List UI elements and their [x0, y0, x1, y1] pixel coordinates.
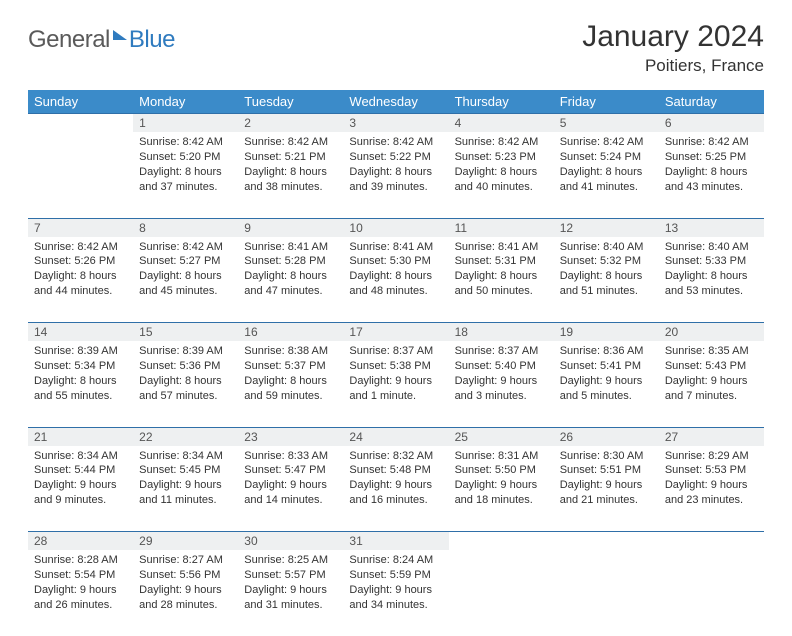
day-content-cell: Sunrise: 8:33 AM Sunset: 5:47 PM Dayligh… [238, 446, 343, 532]
day-content-row: Sunrise: 8:42 AM Sunset: 5:20 PM Dayligh… [28, 132, 764, 218]
day-number-cell: 3 [343, 114, 448, 133]
day-content-cell: Sunrise: 8:28 AM Sunset: 5:54 PM Dayligh… [28, 550, 133, 636]
day-content-cell: Sunrise: 8:42 AM Sunset: 5:21 PM Dayligh… [238, 132, 343, 218]
day-number-cell: 27 [659, 427, 764, 446]
day-content-cell: Sunrise: 8:42 AM Sunset: 5:23 PM Dayligh… [449, 132, 554, 218]
day-header: Wednesday [343, 90, 448, 114]
day-content-cell: Sunrise: 8:37 AM Sunset: 5:40 PM Dayligh… [449, 341, 554, 427]
day-content-cell [28, 132, 133, 218]
day-number-cell [28, 114, 133, 133]
day-number-cell: 20 [659, 323, 764, 342]
day-number-cell: 18 [449, 323, 554, 342]
day-header-row: Sunday Monday Tuesday Wednesday Thursday… [28, 90, 764, 114]
day-header: Saturday [659, 90, 764, 114]
day-content-cell: Sunrise: 8:35 AM Sunset: 5:43 PM Dayligh… [659, 341, 764, 427]
location: Poitiers, France [582, 56, 764, 76]
day-number-cell [554, 532, 659, 551]
day-number-cell: 21 [28, 427, 133, 446]
day-content-cell: Sunrise: 8:41 AM Sunset: 5:28 PM Dayligh… [238, 237, 343, 323]
day-number-cell: 12 [554, 218, 659, 237]
day-content-cell: Sunrise: 8:40 AM Sunset: 5:32 PM Dayligh… [554, 237, 659, 323]
day-content-cell: Sunrise: 8:42 AM Sunset: 5:25 PM Dayligh… [659, 132, 764, 218]
day-content-cell: Sunrise: 8:42 AM Sunset: 5:27 PM Dayligh… [133, 237, 238, 323]
day-number-cell: 8 [133, 218, 238, 237]
day-number-cell [449, 532, 554, 551]
day-content-cell [449, 550, 554, 636]
day-content-cell: Sunrise: 8:32 AM Sunset: 5:48 PM Dayligh… [343, 446, 448, 532]
day-number-cell: 16 [238, 323, 343, 342]
day-number-cell: 25 [449, 427, 554, 446]
day-number-cell: 26 [554, 427, 659, 446]
day-number-row: 14151617181920 [28, 323, 764, 342]
day-content-row: Sunrise: 8:28 AM Sunset: 5:54 PM Dayligh… [28, 550, 764, 636]
day-number-cell: 1 [133, 114, 238, 133]
title-block: January 2024 Poitiers, France [582, 20, 764, 76]
day-content-cell: Sunrise: 8:39 AM Sunset: 5:34 PM Dayligh… [28, 341, 133, 427]
day-content-cell: Sunrise: 8:41 AM Sunset: 5:30 PM Dayligh… [343, 237, 448, 323]
day-number-cell [659, 532, 764, 551]
day-content-cell [659, 550, 764, 636]
day-content-cell: Sunrise: 8:42 AM Sunset: 5:26 PM Dayligh… [28, 237, 133, 323]
day-number-row: 28293031 [28, 532, 764, 551]
day-content-cell: Sunrise: 8:30 AM Sunset: 5:51 PM Dayligh… [554, 446, 659, 532]
day-content-row: Sunrise: 8:42 AM Sunset: 5:26 PM Dayligh… [28, 237, 764, 323]
day-number-row: 123456 [28, 114, 764, 133]
day-content-row: Sunrise: 8:39 AM Sunset: 5:34 PM Dayligh… [28, 341, 764, 427]
day-number-cell: 2 [238, 114, 343, 133]
day-number-cell: 4 [449, 114, 554, 133]
day-number-cell: 10 [343, 218, 448, 237]
logo: General Blue [28, 20, 175, 54]
logo-text-blue: Blue [129, 26, 175, 54]
day-number-cell: 31 [343, 532, 448, 551]
calendar-body: 123456Sunrise: 8:42 AM Sunset: 5:20 PM D… [28, 114, 764, 636]
day-number-cell: 11 [449, 218, 554, 237]
day-content-cell: Sunrise: 8:40 AM Sunset: 5:33 PM Dayligh… [659, 237, 764, 323]
day-content-cell: Sunrise: 8:29 AM Sunset: 5:53 PM Dayligh… [659, 446, 764, 532]
day-content-cell: Sunrise: 8:34 AM Sunset: 5:44 PM Dayligh… [28, 446, 133, 532]
day-content-cell: Sunrise: 8:24 AM Sunset: 5:59 PM Dayligh… [343, 550, 448, 636]
day-number-cell: 17 [343, 323, 448, 342]
day-number-cell: 5 [554, 114, 659, 133]
day-content-cell [554, 550, 659, 636]
day-content-cell: Sunrise: 8:38 AM Sunset: 5:37 PM Dayligh… [238, 341, 343, 427]
day-number-row: 21222324252627 [28, 427, 764, 446]
day-content-cell: Sunrise: 8:37 AM Sunset: 5:38 PM Dayligh… [343, 341, 448, 427]
day-number-cell: 9 [238, 218, 343, 237]
day-number-cell: 28 [28, 532, 133, 551]
header: General Blue January 2024 Poitiers, Fran… [28, 20, 764, 76]
day-header: Monday [133, 90, 238, 114]
day-content-cell: Sunrise: 8:34 AM Sunset: 5:45 PM Dayligh… [133, 446, 238, 532]
day-number-cell: 24 [343, 427, 448, 446]
day-number-cell: 19 [554, 323, 659, 342]
day-content-cell: Sunrise: 8:31 AM Sunset: 5:50 PM Dayligh… [449, 446, 554, 532]
month-title: January 2024 [582, 20, 764, 54]
day-content-cell: Sunrise: 8:42 AM Sunset: 5:22 PM Dayligh… [343, 132, 448, 218]
day-content-row: Sunrise: 8:34 AM Sunset: 5:44 PM Dayligh… [28, 446, 764, 532]
day-number-cell: 15 [133, 323, 238, 342]
day-number-cell: 22 [133, 427, 238, 446]
day-content-cell: Sunrise: 8:41 AM Sunset: 5:31 PM Dayligh… [449, 237, 554, 323]
day-number-cell: 23 [238, 427, 343, 446]
day-header: Friday [554, 90, 659, 114]
day-number-cell: 6 [659, 114, 764, 133]
day-number-cell: 14 [28, 323, 133, 342]
logo-text-general: General [28, 26, 110, 54]
day-number-cell: 13 [659, 218, 764, 237]
day-header: Thursday [449, 90, 554, 114]
day-content-cell: Sunrise: 8:42 AM Sunset: 5:24 PM Dayligh… [554, 132, 659, 218]
day-header: Sunday [28, 90, 133, 114]
day-content-cell: Sunrise: 8:25 AM Sunset: 5:57 PM Dayligh… [238, 550, 343, 636]
day-content-cell: Sunrise: 8:36 AM Sunset: 5:41 PM Dayligh… [554, 341, 659, 427]
day-header: Tuesday [238, 90, 343, 114]
day-content-cell: Sunrise: 8:39 AM Sunset: 5:36 PM Dayligh… [133, 341, 238, 427]
day-number-cell: 7 [28, 218, 133, 237]
day-number-row: 78910111213 [28, 218, 764, 237]
calendar-table: Sunday Monday Tuesday Wednesday Thursday… [28, 90, 764, 636]
day-number-cell: 30 [238, 532, 343, 551]
day-content-cell: Sunrise: 8:27 AM Sunset: 5:56 PM Dayligh… [133, 550, 238, 636]
day-content-cell: Sunrise: 8:42 AM Sunset: 5:20 PM Dayligh… [133, 132, 238, 218]
logo-triangle-icon [113, 30, 127, 40]
day-number-cell: 29 [133, 532, 238, 551]
